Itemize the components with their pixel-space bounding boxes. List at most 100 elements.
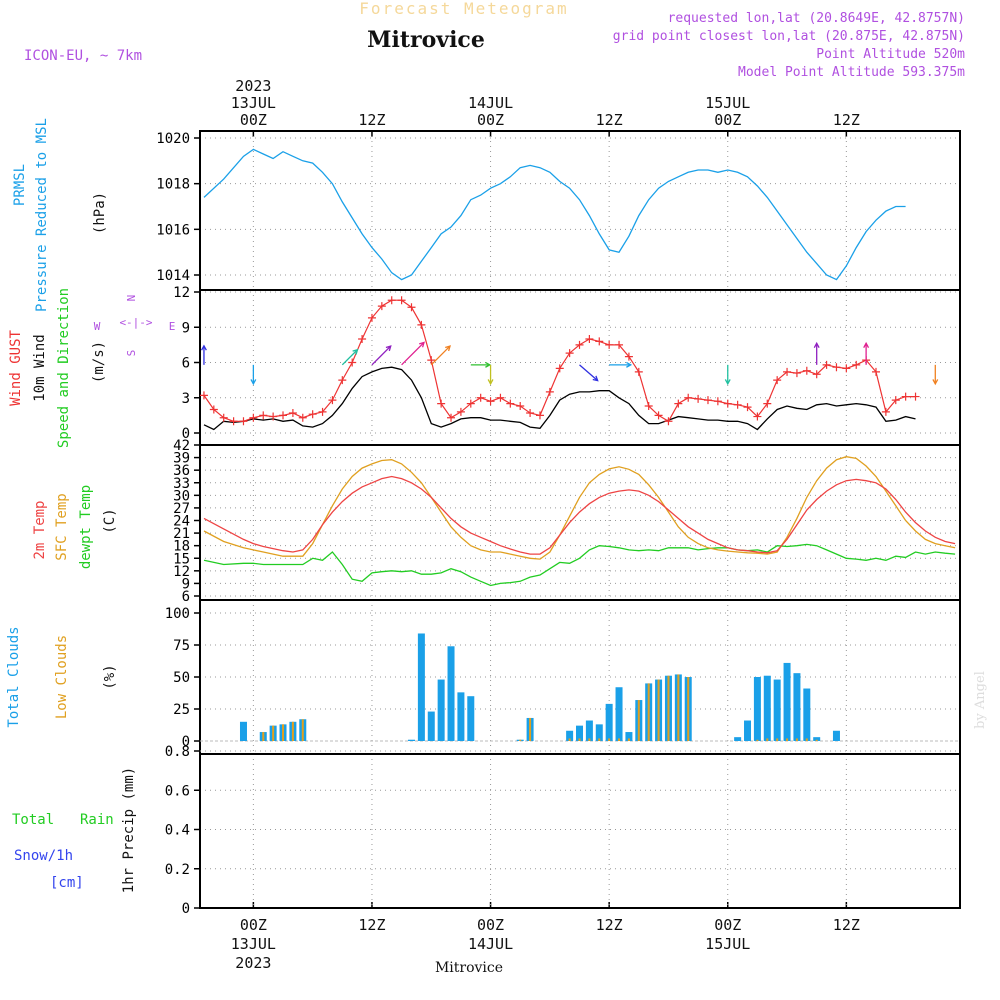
y-tick-label: 0: [182, 901, 190, 917]
t2m-label: 2m Temp: [32, 500, 48, 559]
temp-unit: (C): [102, 508, 118, 533]
gust-marker: [812, 370, 821, 379]
y-tick-label: 21: [173, 526, 190, 542]
sfc-label: SFC Temp: [54, 493, 70, 560]
y-tick-label: 12: [173, 285, 190, 301]
low-cloud-bar: [578, 738, 581, 741]
sfc-temp-line: [203, 456, 956, 560]
compass-rose: N <-|-> W E S: [94, 295, 176, 357]
compass-west: W: [94, 320, 101, 333]
snow-label: Snow/1h: [14, 848, 73, 864]
gust-marker: [792, 369, 801, 378]
gust-marker: [476, 393, 485, 402]
y-tick-label: 9: [182, 320, 190, 336]
requested-coords: requested lon,lat (20.8649E, 42.8757N): [668, 11, 965, 26]
gust-marker: [713, 397, 722, 406]
top-time-label: 00Z: [714, 111, 741, 129]
gust-marker: [911, 392, 920, 401]
total-cloud-bar: [437, 679, 445, 741]
place-title: Mitrovice: [367, 27, 485, 53]
low-cloud-bar: [805, 738, 808, 741]
low-cloud-bar: [657, 679, 660, 741]
gust-marker: [288, 409, 297, 418]
wind-arrow: [341, 349, 358, 366]
gust-marker: [456, 407, 465, 416]
precip-labels: Total Rain Snow/1h [cm] 1hr Precip (mm): [12, 767, 137, 893]
gust-marker: [723, 399, 732, 408]
gust-marker: [555, 364, 564, 373]
low-cloud-bar: [795, 738, 798, 741]
panel-frame: [199, 444, 961, 601]
compass-north: N: [125, 295, 138, 302]
gust-marker: [871, 367, 880, 376]
y-tick-label: 6: [182, 589, 190, 605]
gust-marker: [397, 296, 406, 305]
wind-arrow-head: [250, 379, 257, 386]
low-cloud-bar: [262, 732, 265, 741]
total-cloud-bar: [813, 737, 821, 741]
gust-marker: [259, 411, 268, 420]
gust-marker: [229, 417, 238, 426]
dewpt-line: [203, 543, 956, 587]
total-cloud-bar: [566, 730, 574, 741]
gust-marker: [624, 352, 633, 361]
pressure-panel: 1014 1016 1018 1020: [156, 130, 961, 291]
total-cloud-bar: [793, 673, 801, 741]
total-cloud-bar: [744, 720, 752, 741]
low-cloud-bar: [637, 700, 640, 741]
gust-marker: [269, 412, 278, 421]
low-cloud-bar: [618, 738, 621, 741]
low-cloud-bar: [766, 738, 769, 741]
gust-marker: [417, 320, 426, 329]
low-cloud-bar: [598, 738, 601, 741]
pressure-unit: (hPa): [92, 192, 108, 234]
y-tick-label: 12: [173, 564, 190, 580]
total-cloud-bar: [595, 724, 603, 741]
y-tick-label: 0: [182, 734, 190, 750]
total-cloud-bar: [239, 721, 247, 741]
precip-panel: 0 0.2 0.4 0.6 0.8: [165, 744, 961, 917]
y-tick-label: 6: [182, 356, 190, 372]
top-time-label: 00Z: [240, 111, 267, 129]
compass-east: E: [169, 320, 176, 333]
pressure-labels: PRMSL Pressure Reduced to MSL (hPa): [12, 118, 108, 312]
total-cloud-bar: [625, 732, 633, 741]
cm-label: [cm]: [50, 875, 84, 891]
total-cloud-bar: [407, 739, 415, 741]
wind-arrow-head: [863, 341, 870, 348]
closest-coords: grid point closest lon,lat (20.875E, 42.…: [613, 29, 965, 44]
low-cloud-bar: [529, 717, 532, 741]
panel-frame: [199, 753, 961, 909]
bottom-time-label: 15JUL: [705, 935, 750, 953]
wind-arrow-head: [445, 345, 451, 352]
gust-marker: [703, 396, 712, 405]
gust-marker: [605, 340, 614, 349]
gust-marker: [209, 405, 218, 414]
wind-arrow-head: [352, 348, 359, 355]
y-tick-label: 50: [173, 670, 190, 686]
low-cloud-bar: [647, 683, 650, 741]
low-cloud-bar: [282, 724, 285, 741]
bottom-time-label: 2023: [235, 954, 271, 972]
wind-labels: Wind GUST 10m Wind Speed and Direction (…: [8, 288, 175, 448]
gust-marker: [595, 337, 604, 346]
direction-label: Speed and Direction: [56, 288, 72, 448]
prmsl-label: PRMSL: [12, 164, 28, 206]
top-time-label: 13JUL: [231, 94, 276, 112]
low-cloud-bar: [588, 738, 591, 741]
gust-marker: [783, 367, 792, 376]
gust-marker: [298, 413, 307, 422]
total-cloud-bar: [734, 737, 742, 741]
gust-marker: [318, 407, 327, 416]
gust-marker: [407, 303, 416, 312]
top-time-label: 12Z: [833, 111, 860, 129]
top-time-label: 12Z: [596, 111, 623, 129]
total-cloud-bar: [615, 687, 623, 741]
compass-south: S: [125, 350, 138, 357]
gust-line: [203, 299, 916, 423]
y-tick-label: 36: [173, 463, 190, 479]
gust-marker: [585, 335, 594, 343]
wind-arrow-head: [419, 341, 425, 348]
gust-marker: [496, 393, 505, 402]
